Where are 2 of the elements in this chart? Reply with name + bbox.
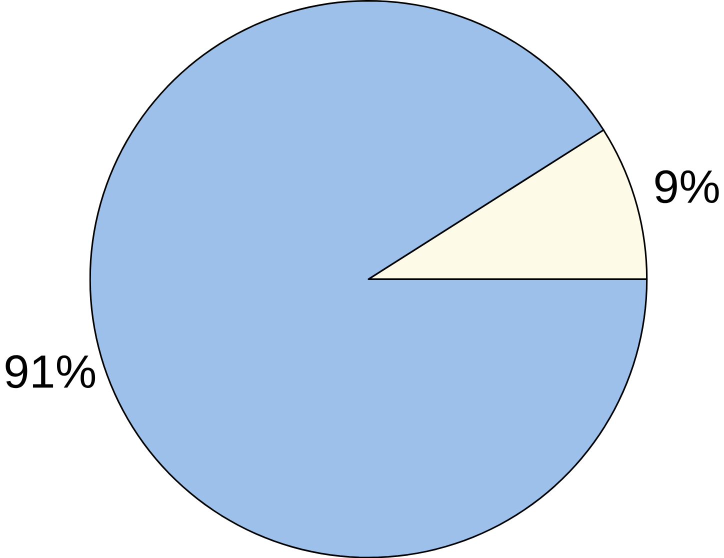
data-label: 91% <box>6 354 96 388</box>
data-label: 9% <box>655 170 719 203</box>
